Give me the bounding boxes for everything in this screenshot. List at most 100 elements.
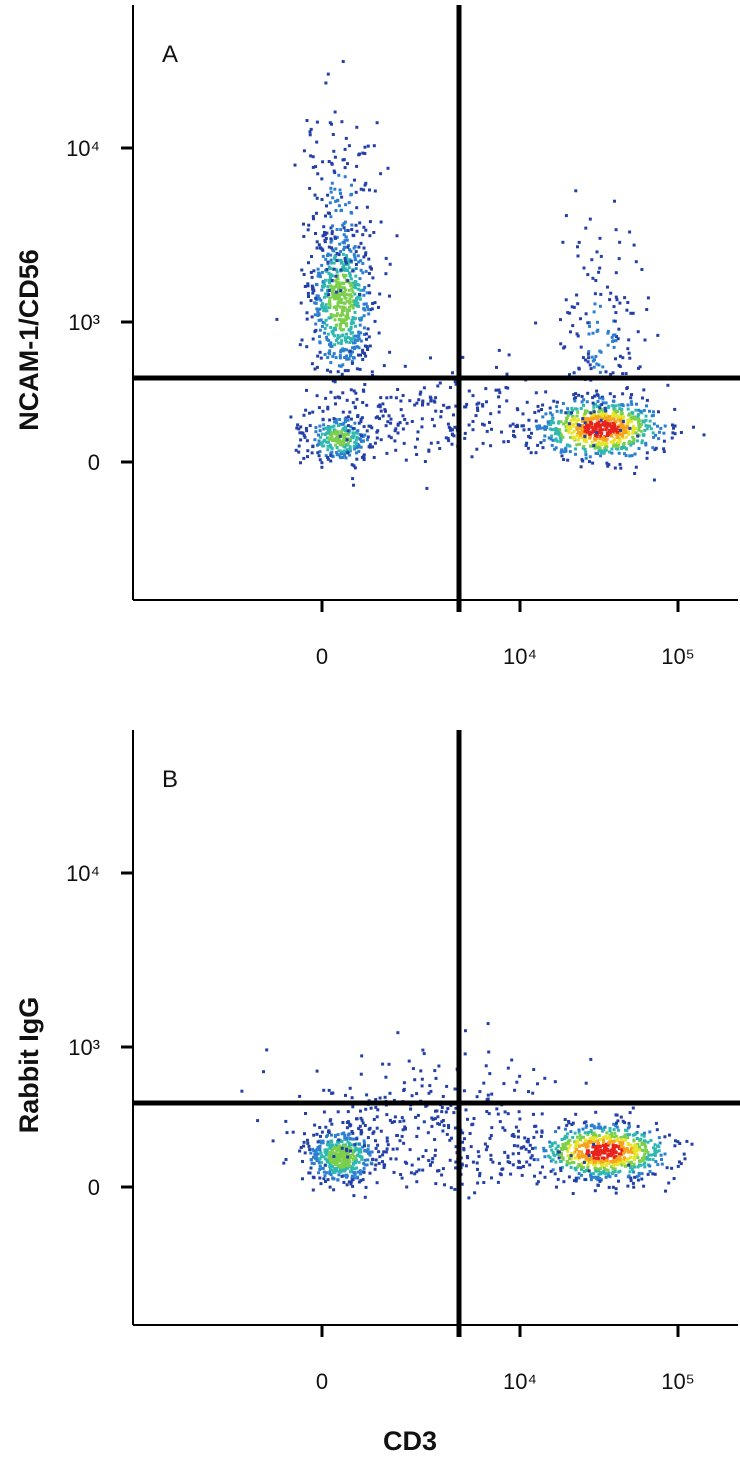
event-dot <box>568 1161 572 1165</box>
event-dot <box>598 1177 602 1181</box>
event-dot <box>352 464 356 468</box>
event-dot <box>575 434 579 438</box>
event-dot <box>636 434 640 438</box>
event-dot <box>318 424 322 428</box>
event-dot <box>342 1156 346 1160</box>
event-dot <box>341 455 345 459</box>
event-dot <box>555 1152 559 1156</box>
event-dot <box>328 352 331 356</box>
event-dot <box>357 337 361 341</box>
event-dot <box>614 1124 618 1128</box>
event-dot <box>388 294 391 298</box>
event-dot <box>555 439 559 443</box>
event-dot <box>446 437 450 440</box>
event-dot <box>566 1149 570 1153</box>
event-dot <box>330 274 334 278</box>
event-dot <box>582 445 586 448</box>
event-dot <box>326 252 330 256</box>
event-dot <box>434 1182 438 1186</box>
event-dot <box>376 1143 380 1147</box>
event-dot <box>574 1176 578 1180</box>
event-dot <box>585 409 589 413</box>
event-dot <box>327 1143 331 1147</box>
event-dot <box>580 436 584 440</box>
event-dot <box>342 265 346 269</box>
event-dot <box>576 1165 580 1169</box>
event-dot <box>368 188 371 192</box>
event-dot <box>368 1126 372 1130</box>
event-dot <box>559 420 563 424</box>
event-dot <box>343 417 347 421</box>
event-dot <box>329 1156 333 1160</box>
event-dot <box>311 410 315 414</box>
event-dot <box>588 436 592 440</box>
event-dot <box>580 426 583 430</box>
event-dot <box>351 427 355 430</box>
event-dot <box>361 351 365 354</box>
event-dot <box>561 1166 564 1169</box>
event-dot <box>345 348 348 352</box>
event-dot <box>574 452 577 456</box>
event-dot <box>343 1162 347 1166</box>
event-dot <box>594 1150 598 1154</box>
event-dot <box>302 1140 306 1144</box>
event-dot <box>582 432 586 436</box>
event-dot <box>571 1135 575 1139</box>
event-dot <box>513 1088 517 1092</box>
event-dot <box>604 1168 608 1172</box>
event-dot <box>608 1140 612 1144</box>
event-dot <box>553 447 557 451</box>
event-dot <box>590 414 594 418</box>
event-dot <box>427 1091 431 1095</box>
event-dot <box>343 290 346 294</box>
event-dot <box>614 357 617 361</box>
event-dot <box>532 1135 536 1139</box>
event-dot <box>470 455 474 459</box>
event-dot <box>362 1141 366 1145</box>
event-dot <box>413 445 417 449</box>
event-dot <box>332 424 336 428</box>
event-dot <box>302 222 305 226</box>
event-dot <box>606 424 610 428</box>
event-dot <box>336 341 340 345</box>
event-dot <box>542 1146 546 1150</box>
event-dot <box>635 1137 639 1140</box>
event-dot <box>319 1134 322 1138</box>
event-dot <box>488 421 491 424</box>
event-dot <box>367 445 371 449</box>
event-dot <box>599 418 603 422</box>
event-dot <box>603 449 607 453</box>
event-dot <box>335 277 339 281</box>
event-dot <box>324 81 328 85</box>
event-dot <box>500 430 503 434</box>
event-dot <box>452 434 456 438</box>
event-dot <box>550 443 554 447</box>
event-dot <box>622 431 626 435</box>
event-dot <box>515 1080 519 1084</box>
event-dot <box>339 286 343 290</box>
event-dot <box>358 318 362 322</box>
event-dot <box>543 434 547 438</box>
event-dot <box>335 1167 339 1171</box>
event-dot <box>354 190 358 194</box>
event-dot <box>598 1149 602 1153</box>
event-dot <box>313 438 317 442</box>
event-dot <box>516 425 519 429</box>
event-dot <box>310 284 314 288</box>
event-dot <box>603 1146 606 1150</box>
event-dot <box>341 1121 345 1124</box>
event-dot <box>329 313 333 316</box>
event-dot <box>500 1167 504 1171</box>
event-dot <box>594 279 598 282</box>
event-dot <box>577 1156 581 1159</box>
event-dot <box>601 1171 605 1175</box>
event-dot <box>329 445 333 449</box>
event-dot <box>597 1134 601 1137</box>
event-dot <box>575 1135 579 1139</box>
event-dot <box>375 1115 379 1119</box>
event-dot <box>607 463 611 467</box>
event-dot <box>533 1146 537 1150</box>
event-dot <box>604 1142 608 1146</box>
event-dot <box>673 432 677 436</box>
event-dot <box>341 410 345 414</box>
